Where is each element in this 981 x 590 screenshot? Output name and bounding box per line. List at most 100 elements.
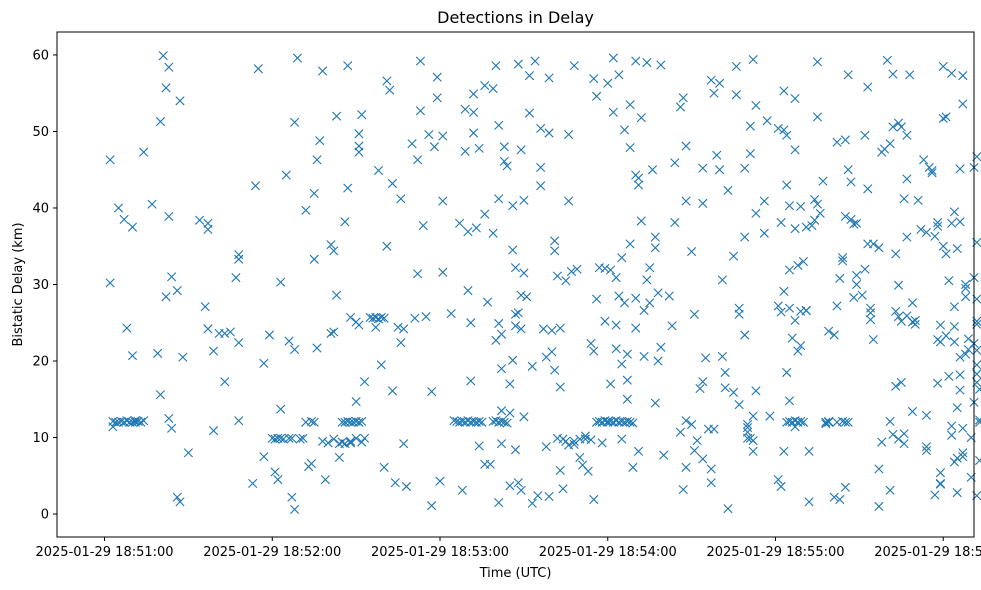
y-tick-label: 0 [41,508,49,523]
data-point [139,416,149,426]
data-point [838,253,848,263]
data-point [312,343,322,353]
data-point [290,504,300,515]
data-point [298,433,308,443]
data-point [379,462,389,472]
data-point [510,445,521,455]
data-point [958,448,968,458]
data-point [748,436,758,446]
data-point [340,217,350,227]
data-point [949,302,960,312]
data-point [569,436,579,446]
data-point [471,223,481,233]
data-point [290,117,300,127]
data-point [921,227,932,238]
data-point [860,264,870,274]
data-point [513,478,523,488]
data-point [832,137,842,147]
data-point [759,228,769,238]
data-point [605,265,616,275]
data-point [309,188,319,199]
data-point [633,446,644,456]
data-point [547,347,557,357]
data-point [608,53,618,63]
data-point [555,465,565,476]
data-point [496,364,507,374]
data-point [589,74,599,84]
data-point [508,201,518,211]
data-point [508,245,518,255]
data-point [681,141,691,151]
data-point [234,338,244,348]
data-point [617,359,627,369]
data-point [790,93,800,104]
data-point [359,433,370,443]
data-point [681,416,691,426]
data-point [480,209,490,219]
data-point [276,277,286,287]
data-point [429,142,440,152]
data-point [625,100,635,110]
data-point [961,292,971,302]
data-point [466,318,476,328]
data-point [664,291,674,301]
data-point [527,498,537,508]
data-point [591,91,602,101]
data-point [933,217,943,228]
data-point [550,236,560,246]
data-point [935,479,946,489]
data-point [882,55,892,65]
data-point [765,411,775,421]
data-point [155,116,166,127]
data-point [874,243,884,253]
data-point [899,429,909,439]
data-point [804,497,814,507]
data-point [742,433,753,443]
data-point [810,194,820,205]
data-point [323,438,333,448]
x-tick-label: 2025-01-29 18:55:00 [706,545,844,560]
data-point [888,122,898,132]
plot-frame [56,31,975,538]
data-point [194,215,205,225]
data-point [829,492,839,502]
data-point [477,417,487,427]
data-point [516,290,526,300]
data-point [371,322,381,332]
data-point [569,61,579,71]
data-point [415,56,426,66]
data-point [373,165,384,176]
data-point [463,227,473,237]
data-point [745,121,755,131]
data-point [312,155,322,165]
data-point [709,88,719,98]
data-point [695,383,705,394]
data-point [516,324,526,334]
data-point [259,452,269,462]
data-point [284,336,294,346]
data-point [633,180,644,190]
data-point [287,433,297,443]
data-point [653,356,663,366]
data-point [354,417,364,427]
data-point [779,125,789,135]
data-point [130,416,140,426]
data-point [611,344,621,354]
data-point [812,199,823,209]
data-point [248,478,258,489]
data-point [393,322,403,332]
data-point [734,309,744,319]
data-point [930,490,940,500]
data-point [975,417,981,427]
data-point [354,129,364,139]
data-point [840,211,850,221]
data-point [921,445,932,456]
data-point [617,434,627,444]
data-point [494,194,504,204]
data-point [505,481,515,491]
data-point [947,421,957,431]
y-tick-label: 50 [32,125,49,140]
data-point [949,457,960,467]
data-point [933,221,943,231]
data-point [494,497,504,508]
